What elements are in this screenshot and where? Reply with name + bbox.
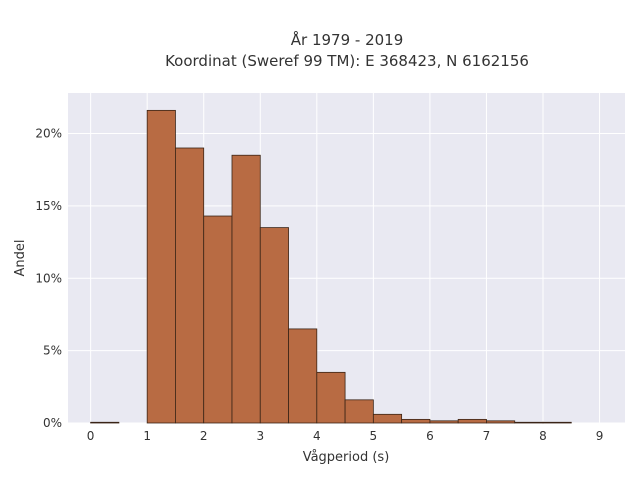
histogram-bar <box>288 328 318 424</box>
histogram-bar <box>146 109 176 424</box>
x-tick-label: 6 <box>426 429 434 443</box>
x-tick-label: 4 <box>313 429 321 443</box>
histogram-bar <box>401 418 431 424</box>
x-tick-label: 8 <box>539 429 547 443</box>
histogram-bar <box>231 154 261 424</box>
histogram-bar <box>486 420 516 424</box>
y-tick-label: 0% <box>43 416 62 430</box>
x-tick-label: 3 <box>256 429 264 443</box>
x-tick-label: 5 <box>370 429 378 443</box>
histogram-bar <box>542 421 572 424</box>
histogram-bar <box>429 420 459 424</box>
y-tick-label: 10% <box>35 271 62 285</box>
x-tick-label: 9 <box>596 429 604 443</box>
y-tick-labels: 0% 5% 10% 15% 20% <box>35 127 62 430</box>
x-axis-label: Vågperiod (s) <box>303 450 390 465</box>
y-axis-label: Andel <box>13 240 28 277</box>
histogram-bar <box>457 418 487 424</box>
histogram-bar <box>316 371 346 424</box>
histogram-bar <box>514 421 544 424</box>
y-tick-label: 15% <box>35 199 62 213</box>
x-tick-label: 0 <box>87 429 95 443</box>
histogram-bar <box>372 413 403 424</box>
histogram-bar <box>90 421 120 424</box>
x-tick-label: 1 <box>143 429 151 443</box>
x-tick-label: 2 <box>200 429 208 443</box>
x-tick-label: 7 <box>483 429 491 443</box>
x-tick-labels: 0 1 2 3 4 5 6 7 8 9 <box>87 429 604 443</box>
y-tick-label: 20% <box>35 127 62 141</box>
chart-title-line1: År 1979 - 2019 <box>291 30 404 49</box>
bars <box>90 109 572 424</box>
histogram-bar <box>344 399 374 424</box>
histogram-bar <box>175 147 205 424</box>
histogram-bar <box>259 227 289 424</box>
y-tick-label: 5% <box>43 344 62 358</box>
histogram-bar <box>203 215 233 424</box>
chart-title-line2: Koordinat (Sweref 99 TM): E 368423, N 61… <box>165 52 529 70</box>
